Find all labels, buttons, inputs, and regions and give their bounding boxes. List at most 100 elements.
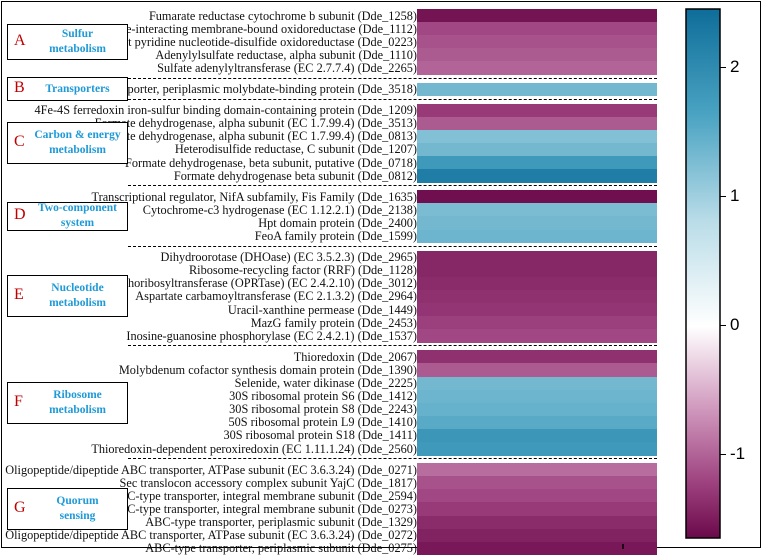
group-box: A Sulfur metabolism [7,23,128,60]
heatmap-cell [417,329,657,343]
gene-label: ABC-type transporter, integral membrane … [110,501,417,516]
group-box: E Nucleotide metabolism [7,275,128,318]
colorbar-tick [720,67,726,69]
colorbar-tick-label: 0 [730,315,740,335]
heatmap-cell [417,82,657,97]
group-separator [128,185,657,187]
heatmap-cell [417,216,657,230]
group-box: D Two-component system [7,201,128,231]
gene-label: Heterodisulfide reductase, C subunit (Dd… [174,142,417,157]
gene-label: ABC-type transporter, periplasmic subuni… [145,515,417,529]
group-name: Carbon & energy metabolism [30,128,125,158]
gene-label: Adenylylsulfate reductase, alpha subunit… [155,47,417,62]
group-name-line: Carbon & energy [34,128,121,141]
colorbar-tick [720,454,726,456]
gene-label: 50S ribosomal protein L9 (Dde_1410) [228,415,417,430]
heatmap-cell [417,541,657,555]
group-name-line: metabolism [49,42,106,55]
group-name-line: Ribosome [53,388,102,401]
group-name-line: Sulfur [61,27,94,40]
gene-label: Molybdenum cofactor synthesis domain pro… [118,362,417,377]
group-letter: F [14,392,23,410]
heatmap-cell [417,415,657,430]
heatmap-cell [417,528,657,543]
heatmap-cell [417,350,657,364]
group-name: Transporters [30,82,125,97]
colorbar-tick [720,196,726,198]
group-letter: B [14,79,25,97]
gene-label: Quinone-interacting membrane-bound oxido… [89,21,417,36]
gene-label: Ribosome-recycling factor (RRF) (Dde_112… [188,263,417,278]
heatmap-cell [417,442,657,456]
gene-label: Formate dehydrogenase, beta subunit, put… [125,155,417,170]
group-name: Nucleotide metabolism [30,281,125,311]
group-name-line: Nucleotide [51,282,104,295]
group-letter: E [14,286,24,304]
group-separator [128,77,657,79]
heatmap-cell [417,476,657,490]
group-letter: A [14,31,26,49]
gene-label: Formate dehydrogenase, alpha subunit (EC… [94,116,417,131]
gene-label: Aspartate carbamoyltransferase (EC 2.1.3… [135,289,417,304]
gene-label: Formate dehydrogenase beta subunit (Dde_… [173,168,417,183]
heatmap-cell [417,463,657,477]
gene-label: 30S ribosomal protein S18 (Dde_1411) [223,428,417,443]
heatmap-cell [417,35,657,49]
group-letter: C [14,132,25,150]
group-name-line: metabolism [49,297,106,310]
heatmap-cell [417,515,657,530]
group-letter: G [14,498,26,516]
colorbar-tick-label: -1 [730,444,746,464]
gene-label: Sulfate adenylyltransferase (EC 2.7.7.4)… [157,60,417,75]
gene-label: Thioredoxin-dependent peroxiredoxin (EC … [91,441,417,456]
group-box: C Carbon & energy metabolism [7,121,128,164]
heatmap-cell [417,22,657,36]
heatmap-cell [417,9,657,23]
gene-label: Cytochrome-c3 hydrogenase (EC 1.12.2.1) … [142,202,417,217]
heatmap-cell [417,250,657,265]
heatmap-cell [417,263,657,278]
heatmap-cell [417,203,657,217]
heatmap-cell [417,276,657,291]
colorbar-tick [720,325,726,327]
gene-label: ABC-type transporter, integral membrane … [110,488,417,503]
group-name-line: system [60,217,95,230]
heatmap-cell [417,303,657,317]
heatmap-cell [417,376,657,391]
gene-label: FAD-dependent pyridine nucleotide-disulf… [53,34,417,49]
gene-label: Fumarate reductase cytochrome b subunit … [148,8,417,23]
gene-label: Transcriptional regulator, NifA subfamil… [91,189,417,204]
heatmap-cell [417,116,657,131]
group-letter: D [14,206,26,224]
gene-label: FeoA family protein (Dde_1599) [254,229,417,243]
gene-label: Dihydroorotase (DHOase) (EC 3.5.2.3) (Dd… [160,250,417,265]
gene-label: Formate dehydrogenase, alpha subunit (EC… [94,129,417,144]
group-name: Ribosome metabolism [30,388,125,418]
group-box: F Ribosome metabolism [7,381,128,424]
colorbar-tick-label: 2 [730,57,740,77]
group-name-line: metabolism [49,403,106,416]
heatmap-cell [417,316,657,330]
gene-label: Orotate phosphoribosyltransferase (OPRTa… [58,276,417,291]
heatmap-cell [417,61,657,75]
heatmap-cell [417,229,657,244]
gene-label: Selenide, water dikinase (Dde_2225) [234,376,417,390]
group-box: B Transporters [7,77,128,102]
group-name-line: sensing [59,509,96,522]
group-name: Quorum sensing [30,494,125,524]
gene-label: ABC-type transporter, periplasmic subuni… [145,541,417,555]
gene-label: MazG family protein (Dde_2453) [250,315,417,330]
heatmap-cell [417,402,657,417]
gene-label: Sec translocon accessory complex subunit… [119,475,417,490]
group-name-line: Transporters [45,82,110,95]
heatmap-cell [417,48,657,62]
heatmap-cell [417,190,657,204]
group-separator [128,98,657,100]
heatmap-cell [417,289,657,304]
gene-label: Oligopeptide/dipeptide ABC transporter, … [5,462,417,477]
heatmap-cell [417,129,657,144]
group-name: Two-component system [30,201,125,231]
heatmap-cell [417,103,657,118]
heatmap-cell [417,142,657,157]
heatmap-cell [417,156,657,170]
